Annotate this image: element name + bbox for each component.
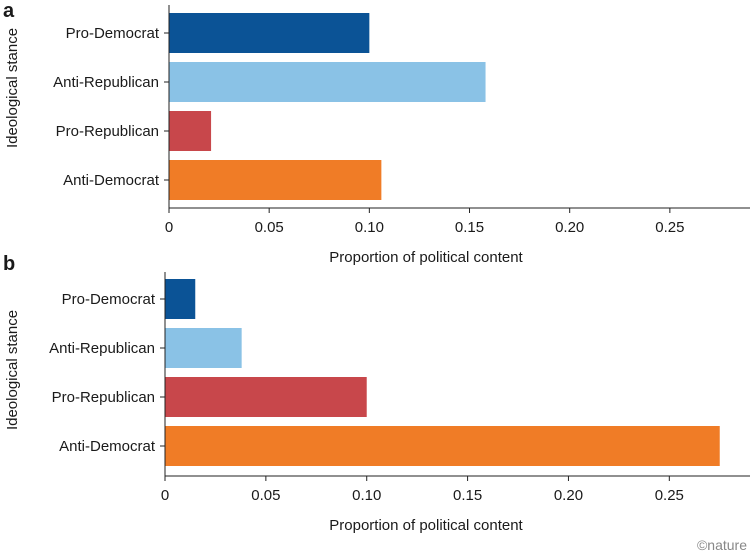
y-axis-title-a: Ideological stance bbox=[4, 28, 21, 148]
y-axis-title-b: Ideological stance bbox=[4, 310, 21, 430]
category-label-b-anti-democrat: Anti-Democrat bbox=[59, 438, 156, 455]
bar-b-anti-republican bbox=[165, 328, 242, 368]
category-label-a-pro-republican: Pro-Republican bbox=[56, 123, 159, 140]
panel-b: b Ideological stance Proportion of polit… bbox=[3, 253, 750, 534]
x-tick-label-a-5: 0.25 bbox=[655, 219, 684, 236]
bar-a-pro-republican bbox=[169, 111, 212, 151]
x-tick-label-b-3: 0.15 bbox=[453, 487, 482, 504]
panel-letter-a: a bbox=[3, 0, 15, 22]
bars-b bbox=[165, 279, 720, 466]
x-tick-label-b-0: 0 bbox=[161, 487, 169, 504]
category-label-a-anti-democrat: Anti-Democrat bbox=[63, 172, 160, 189]
category-label-b-pro-democrat: Pro-Democrat bbox=[62, 291, 156, 308]
bar-a-anti-democrat bbox=[169, 160, 382, 200]
category-label-a-pro-democrat: Pro-Democrat bbox=[66, 25, 160, 42]
category-label-b-anti-republican: Anti-Republican bbox=[49, 340, 155, 357]
category-labels-a: Pro-Democrat Anti-Republican Pro-Republica… bbox=[53, 25, 169, 189]
x-tick-label-a-4: 0.20 bbox=[555, 219, 584, 236]
bar-a-pro-democrat bbox=[169, 13, 370, 53]
bar-b-anti-democrat bbox=[165, 426, 720, 466]
bar-b-pro-democrat bbox=[165, 279, 196, 319]
x-tick-label-a-2: 0.10 bbox=[355, 219, 384, 236]
x-tick-label-b-2: 0.10 bbox=[352, 487, 381, 504]
nature-credit: ©nature bbox=[697, 537, 747, 553]
x-tick-label-b-5: 0.25 bbox=[655, 487, 684, 504]
bar-a-anti-republican bbox=[169, 62, 486, 102]
panel-a: a Ideological stance Proportion of polit… bbox=[3, 0, 750, 266]
x-tick-label-a-0: 0 bbox=[165, 219, 173, 236]
x-tick-label-a-1: 0.05 bbox=[255, 219, 284, 236]
x-axis-title-a: Proportion of political content bbox=[329, 249, 523, 266]
category-label-b-pro-republican: Pro-Republican bbox=[52, 389, 155, 406]
x-tick-label-b-1: 0.05 bbox=[251, 487, 280, 504]
x-tick-label-a-3: 0.15 bbox=[455, 219, 484, 236]
bar-b-pro-republican bbox=[165, 377, 367, 417]
bars-a bbox=[169, 13, 486, 200]
x-ticks-a: 0 0.05 0.10 0.15 0.20 0.25 bbox=[165, 208, 684, 236]
x-axis-title-b: Proportion of political content bbox=[329, 517, 523, 534]
x-tick-label-b-4: 0.20 bbox=[554, 487, 583, 504]
panel-letter-b: b bbox=[3, 253, 15, 275]
category-label-a-anti-republican: Anti-Republican bbox=[53, 74, 159, 91]
x-ticks-b: 0 0.05 0.10 0.15 0.20 0.25 bbox=[161, 476, 684, 504]
category-labels-b: Pro-Democrat Anti-Republican Pro-Republica… bbox=[49, 291, 165, 455]
